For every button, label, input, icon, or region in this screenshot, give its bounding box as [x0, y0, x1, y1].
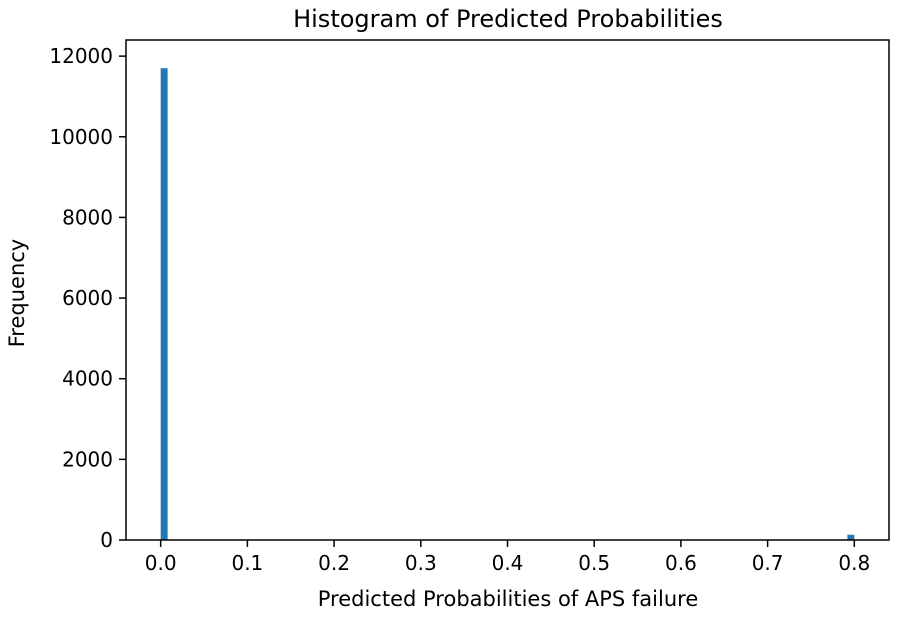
- y-tick-label-3: 6000: [62, 286, 113, 310]
- x-tick-label-2: 0.2: [318, 551, 350, 575]
- histogram-bar-1: [847, 534, 855, 540]
- x-tick-label-7: 0.7: [752, 551, 784, 575]
- x-tick-label-0: 0.0: [145, 551, 177, 575]
- histogram-bar-0: [160, 68, 168, 541]
- x-tick-label-6: 0.6: [665, 551, 697, 575]
- x-tick-label-8: 0.8: [838, 551, 870, 575]
- plot-area: 0.0 0.1 0.2 0.3 0.4 0.5 0.6 0.7 0.8 0 2000 4000 6000…: [49, 39, 890, 575]
- x-tick-label-5: 0.5: [578, 551, 610, 575]
- x-axis-label: Predicted Probabilities of APS failure: [318, 587, 699, 611]
- y-tick-label-6: 12000: [49, 44, 113, 68]
- y-tick-label-4: 8000: [62, 205, 113, 229]
- x-tick-label-1: 0.1: [231, 551, 263, 575]
- y-axis-label: Frequency: [5, 239, 29, 348]
- y-tick-label-1: 2000: [62, 447, 113, 471]
- x-tick-label-4: 0.4: [492, 551, 524, 575]
- x-tick-label-3: 0.3: [405, 551, 437, 575]
- y-tick-label-5: 10000: [49, 125, 113, 149]
- chart-title: Histogram of Predicted Probabilities: [293, 5, 723, 33]
- plot-frame: [125, 39, 890, 541]
- y-tick-label-2: 4000: [62, 367, 113, 391]
- y-tick-label-0: 0: [100, 528, 113, 552]
